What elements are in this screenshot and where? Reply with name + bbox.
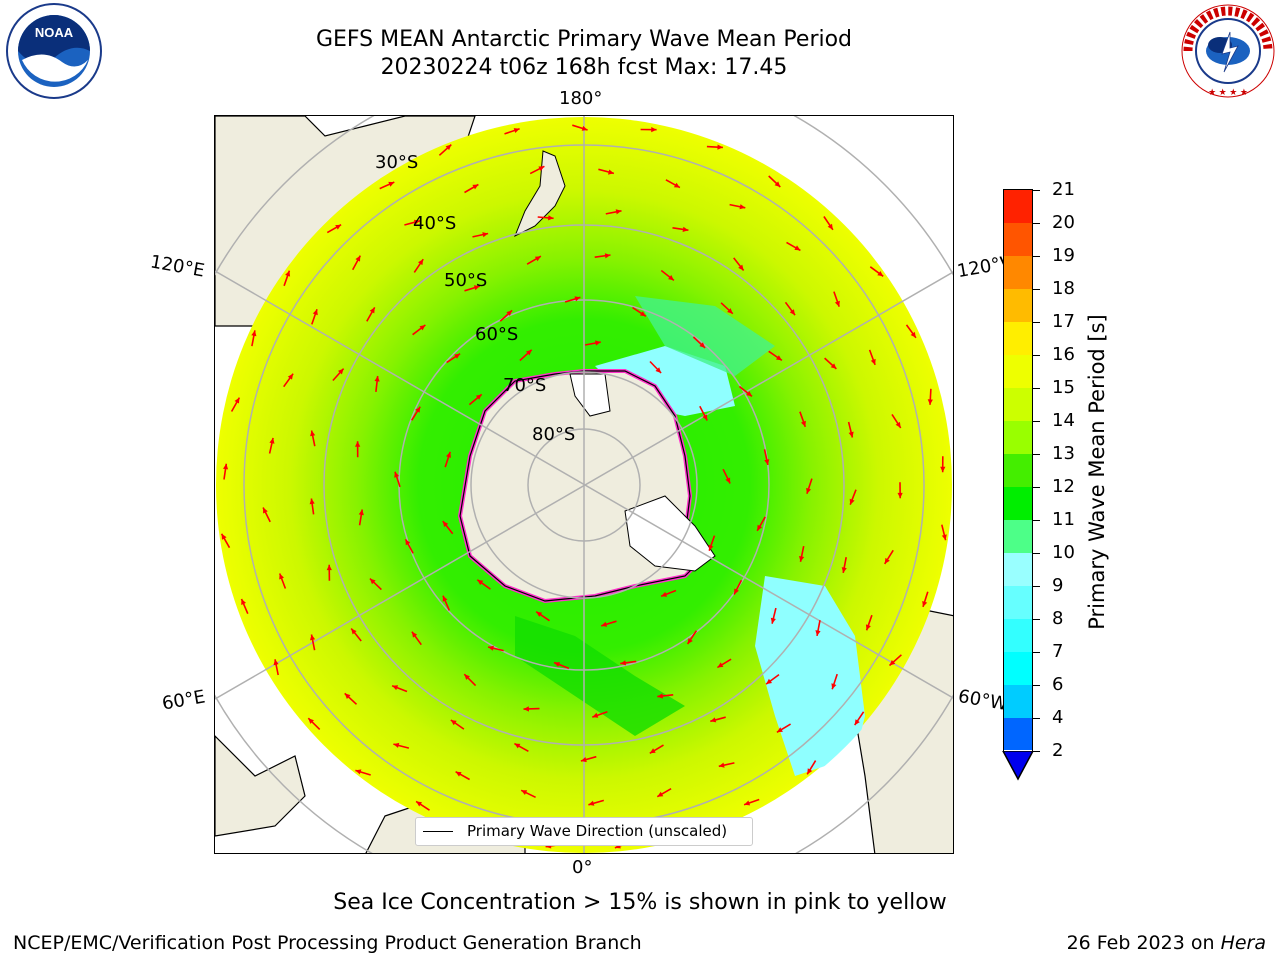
colorbar-tick-mark bbox=[1033, 586, 1040, 587]
colorbar-tick-label: 11 bbox=[1052, 509, 1075, 530]
colorbar-tick-mark bbox=[1033, 652, 1040, 653]
map-panel bbox=[214, 115, 954, 854]
lon-label-0: 0° bbox=[572, 857, 592, 878]
colorbar-tick-label: 16 bbox=[1052, 344, 1075, 365]
colorbar-segment bbox=[1004, 651, 1032, 684]
colorbar-tick-mark bbox=[1033, 289, 1040, 290]
colorbar bbox=[1003, 189, 1033, 752]
colorbar-segment bbox=[1004, 355, 1032, 388]
colorbar-tick-mark bbox=[1033, 718, 1040, 719]
noaa-logo: NOAA bbox=[4, 2, 104, 100]
colorbar-tick-mark bbox=[1033, 256, 1040, 257]
colorbar-tick-mark bbox=[1033, 487, 1040, 488]
title-line-2: 20230224 t06z 168h fcst Max: 17.45 bbox=[0, 54, 1168, 82]
issue-date: 26 Feb 2023 on Hera bbox=[1067, 932, 1266, 954]
legend-label: Primary Wave Direction (unscaled) bbox=[467, 822, 727, 840]
colorbar-tick-mark bbox=[1033, 322, 1040, 323]
colorbar-tick-label: 21 bbox=[1052, 179, 1075, 200]
lat-label-80s: 80°S bbox=[532, 424, 575, 445]
colorbar-tick-mark bbox=[1033, 388, 1040, 389]
nws-logo-stars: ★ ★ ★ ★ bbox=[1208, 87, 1248, 97]
colorbar-tick-mark bbox=[1033, 223, 1040, 224]
lon-label-180: 180° bbox=[559, 88, 602, 109]
colorbar-tick-mark bbox=[1033, 454, 1040, 455]
colorbar-label: Primary Wave Mean Period [s] bbox=[1085, 314, 1109, 630]
colorbar-segment bbox=[1004, 618, 1032, 651]
colorbar-tick-label: 17 bbox=[1052, 311, 1075, 332]
colorbar-tick-label: 18 bbox=[1052, 278, 1075, 299]
lon-label-60e: 60°E bbox=[161, 686, 207, 714]
colorbar-tick-label: 4 bbox=[1052, 707, 1063, 728]
map-legend: Primary Wave Direction (unscaled) bbox=[415, 817, 753, 846]
sea-ice-note: Sea Ice Concentration > 15% is shown in … bbox=[0, 890, 1280, 915]
colorbar-segment bbox=[1004, 486, 1032, 519]
lon-label-60w: 60°W bbox=[957, 686, 1010, 715]
machine-name: Hera bbox=[1221, 932, 1266, 954]
colorbar-segment bbox=[1004, 684, 1032, 717]
colorbar-segment bbox=[1004, 190, 1032, 223]
colorbar-tick-label: 19 bbox=[1052, 245, 1075, 266]
lat-label-60s: 60°S bbox=[475, 324, 518, 345]
colorbar-tick-label: 2 bbox=[1052, 740, 1063, 761]
colorbar-tick-mark bbox=[1033, 421, 1040, 422]
colorbar-segment bbox=[1004, 552, 1032, 585]
noaa-logo-text: NOAA bbox=[35, 25, 74, 40]
colorbar-segment bbox=[1004, 585, 1032, 618]
colorbar-tick-label: 15 bbox=[1052, 377, 1075, 398]
lat-label-50s: 50°S bbox=[444, 270, 487, 291]
credit-text: NCEP/EMC/Verification Post Processing Pr… bbox=[13, 932, 642, 954]
colorbar-tick-mark bbox=[1033, 190, 1040, 191]
colorbar-segment bbox=[1004, 717, 1032, 750]
lon-label-120e: 120°E bbox=[149, 251, 207, 281]
colorbar-segment bbox=[1004, 289, 1032, 322]
colorbar-extend-arrow bbox=[1002, 751, 1034, 781]
colorbar-tick-mark bbox=[1033, 553, 1040, 554]
lat-label-30s: 30°S bbox=[375, 152, 418, 173]
colorbar-tick-mark bbox=[1033, 520, 1040, 521]
colorbar-segment bbox=[1004, 388, 1032, 421]
title-line-1: GEFS MEAN Antarctic Primary Wave Mean Pe… bbox=[0, 26, 1168, 54]
colorbar-tick-label: 12 bbox=[1052, 476, 1075, 497]
colorbar-tick-mark bbox=[1033, 751, 1040, 752]
colorbar-tick-label: 7 bbox=[1052, 641, 1063, 662]
colorbar-tick-label: 9 bbox=[1052, 575, 1063, 596]
colorbar-tick-label: 20 bbox=[1052, 212, 1075, 233]
colorbar-tick-mark bbox=[1033, 685, 1040, 686]
colorbar-tick-label: 8 bbox=[1052, 608, 1063, 629]
colorbar-tick-mark bbox=[1033, 355, 1040, 356]
colorbar-tick-label: 6 bbox=[1052, 674, 1063, 695]
lat-label-70s: 70°S bbox=[503, 375, 546, 396]
colorbar-segment bbox=[1004, 454, 1032, 487]
lat-label-40s: 40°S bbox=[413, 213, 456, 234]
date-text: 26 Feb 2023 on bbox=[1067, 932, 1221, 954]
legend-line-swatch bbox=[423, 831, 453, 832]
map-svg bbox=[215, 116, 954, 854]
nws-logo: ★ ★ ★ ★ bbox=[1178, 2, 1278, 100]
colorbar-tick-label: 14 bbox=[1052, 410, 1075, 431]
colorbar-tick-mark bbox=[1033, 619, 1040, 620]
colorbar-segment bbox=[1004, 256, 1032, 289]
colorbar-segment bbox=[1004, 421, 1032, 454]
colorbar-tick-label: 13 bbox=[1052, 443, 1075, 464]
colorbar-tick-label: 10 bbox=[1052, 542, 1075, 563]
colorbar-segment bbox=[1004, 223, 1032, 256]
colorbar-segment bbox=[1004, 322, 1032, 355]
colorbar-segment bbox=[1004, 519, 1032, 552]
